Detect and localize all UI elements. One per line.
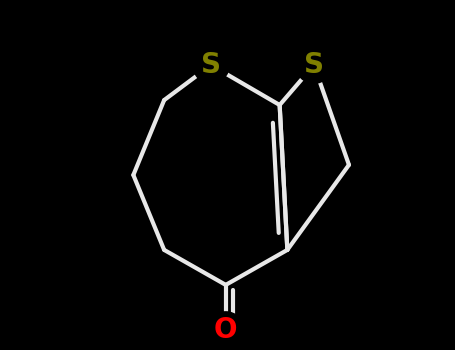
Circle shape bbox=[193, 47, 229, 83]
Text: O: O bbox=[214, 316, 238, 344]
Text: S: S bbox=[304, 51, 324, 79]
Circle shape bbox=[296, 47, 332, 83]
Text: S: S bbox=[201, 51, 221, 79]
Circle shape bbox=[207, 312, 244, 348]
